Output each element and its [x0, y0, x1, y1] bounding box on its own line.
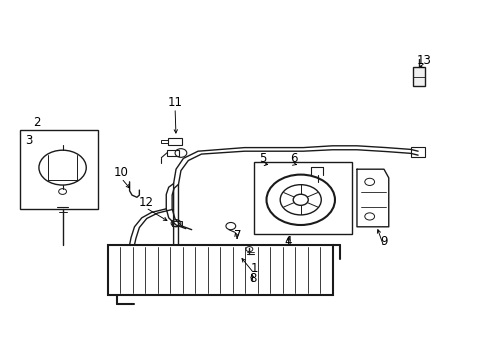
Text: 8: 8 [249, 273, 257, 285]
Bar [410, 147, 425, 157]
Text: 11: 11 [167, 96, 182, 109]
Text: 4: 4 [284, 235, 292, 248]
Text: 7: 7 [234, 229, 242, 242]
Text: 6: 6 [289, 152, 297, 165]
Text: 10: 10 [114, 166, 128, 179]
Text: 13: 13 [416, 54, 431, 67]
Bar [20, 130, 98, 209]
Text: 3: 3 [25, 134, 33, 147]
Bar [172, 221, 182, 226]
Bar [254, 162, 351, 234]
Text: 12: 12 [138, 196, 153, 209]
Bar [167, 150, 179, 156]
Text: 1: 1 [250, 262, 258, 275]
Text: 9: 9 [379, 235, 387, 248]
Bar [161, 140, 167, 143]
Bar [412, 67, 425, 86]
Text: 5: 5 [258, 152, 266, 165]
Bar [167, 138, 182, 145]
Bar [107, 245, 332, 295]
Text: 2: 2 [33, 116, 41, 129]
